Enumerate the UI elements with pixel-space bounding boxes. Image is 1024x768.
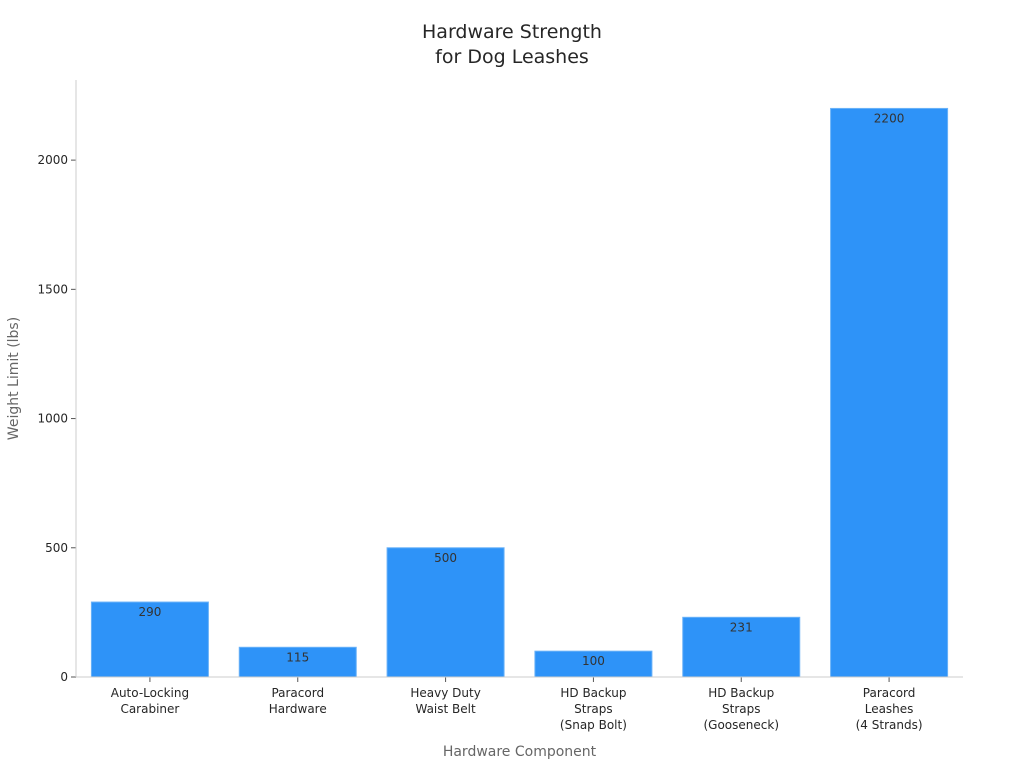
x-tick-label: Paracord Hardware [269, 686, 327, 716]
y-tick-label: 1000 [37, 412, 68, 426]
y-axis-title: Weight Limit (lbs) [6, 317, 22, 440]
bar-value-label: 231 [730, 620, 753, 634]
x-tick-label: Heavy Duty Waist Belt [410, 686, 480, 716]
bar-value-label: 115 [286, 650, 309, 664]
bar [238, 646, 357, 678]
x-axis-title: Hardware Component [443, 744, 597, 760]
bar-value-label: 500 [434, 551, 457, 565]
bar [534, 650, 653, 678]
chart-title-line-2: for Dog Leashes [435, 46, 589, 68]
bar-value-label: 2200 [874, 111, 905, 125]
y-tick-label: 2000 [37, 153, 68, 167]
x-tick-label: Auto-Locking Carabiner [111, 686, 189, 716]
y-axis-ticks: 0 500 1000 1500 2000 [37, 153, 76, 684]
bar [830, 107, 949, 678]
y-tick-label: 500 [45, 541, 68, 555]
bar-value-label: 100 [582, 654, 605, 668]
x-axis-ticks: Auto-Locking Carabiner Paracord Hardware Hea… [111, 677, 923, 732]
y-tick-label: 1500 [37, 282, 68, 296]
chart-title-line-1: Hardware Strength [422, 21, 602, 43]
x-tick-label: HD Backup Straps (Gooseneck) [703, 686, 779, 732]
data-labels: 290 115 500 100 231 2200 [138, 111, 904, 668]
x-tick-label: HD Backup Straps (Snap Bolt) [560, 686, 627, 732]
chart-title: Hardware Strength for Dog Leashes [0, 20, 1024, 70]
bar-value-label: 290 [138, 605, 161, 619]
bars [90, 107, 949, 678]
bar [386, 547, 505, 678]
bar [682, 616, 801, 678]
y-tick-label: 0 [60, 670, 68, 684]
x-tick-label: Paracord Leashes (4 Strands) [856, 686, 923, 732]
